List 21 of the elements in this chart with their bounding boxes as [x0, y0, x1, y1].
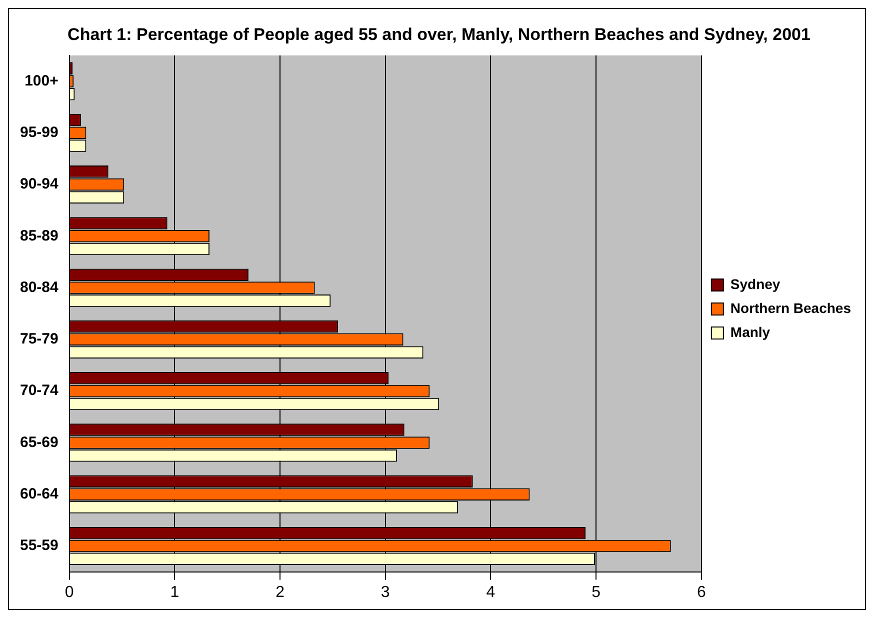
x-tick-label: 5: [592, 584, 601, 601]
y-tick-label: 60-64: [20, 485, 60, 502]
y-tick-label: 100+: [24, 72, 59, 90]
y-tick-label: 85-89: [20, 227, 58, 244]
x-tick-label: 3: [380, 584, 390, 601]
y-tick-label: 95-99: [20, 124, 58, 141]
y-tick-label: 90-94: [20, 176, 60, 193]
x-tick-label: 6: [696, 584, 706, 601]
y-tick-label: 75-79: [20, 330, 58, 348]
legend-label: Manly: [730, 324, 770, 340]
chart-title: Chart 1: Percentage of People aged 55 and over, Manly, Northern Beaches and Sydney, 2001: [68, 24, 810, 44]
y-tick-label: 65-69: [20, 434, 58, 451]
y-tick-label: 70-74: [20, 382, 60, 400]
x-tick-label: 0: [64, 584, 74, 601]
y-tick-label: 55-59: [20, 537, 58, 554]
y-tick-label: 80-84: [20, 278, 60, 296]
x-tick-label: 2: [276, 584, 285, 601]
legend-label: Sydney: [730, 276, 780, 292]
x-tick-label: 4: [486, 584, 496, 601]
legend-label: Northern Beaches: [730, 300, 852, 316]
x-tick-label: 1: [170, 584, 180, 601]
